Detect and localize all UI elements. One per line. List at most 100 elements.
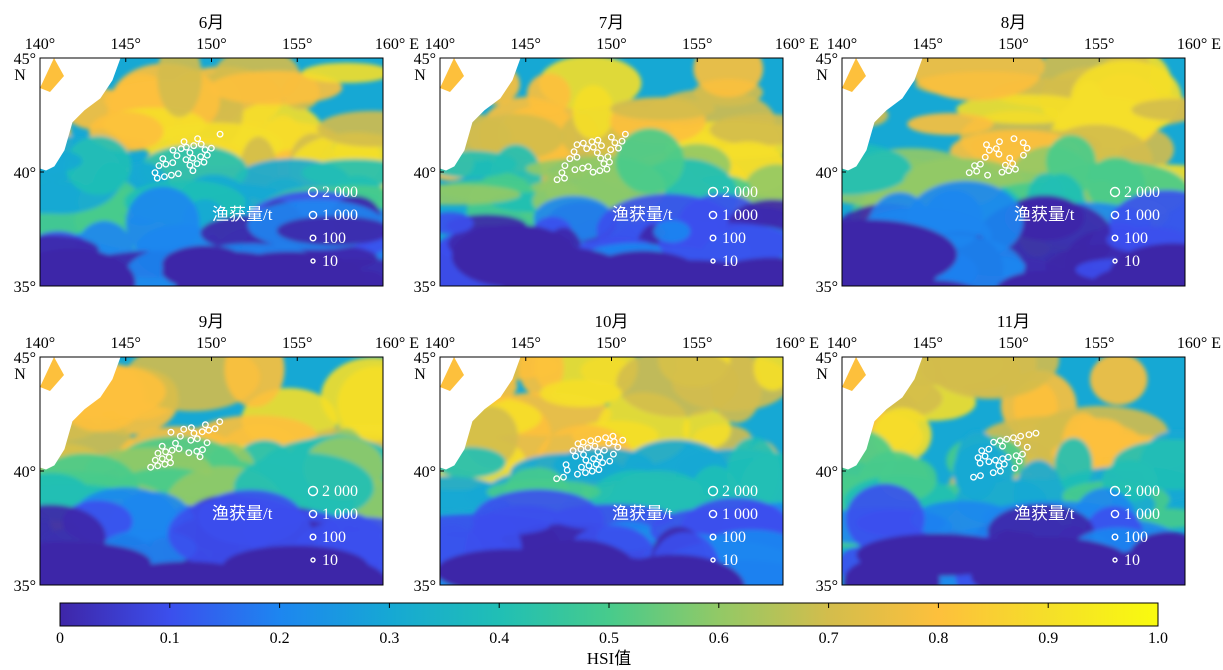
lat-tick-label: 40° <box>414 165 436 182</box>
catch-marker <box>167 171 175 179</box>
catch-marker <box>584 163 592 171</box>
legend-symbol <box>1112 258 1118 264</box>
catch-marker <box>1023 144 1031 152</box>
catch-marker <box>602 434 610 442</box>
colorbar-tick-label: 0.7 <box>819 630 839 647</box>
catch-marker <box>211 425 219 433</box>
catch-marker <box>594 136 602 144</box>
catch-marker <box>611 139 619 147</box>
catch-marker <box>581 469 589 477</box>
catch-marker <box>563 466 571 474</box>
catch-marker <box>985 458 993 466</box>
catch-marker <box>175 445 183 453</box>
catch-marker <box>578 463 585 471</box>
catch-marker <box>1017 432 1025 440</box>
catch-marker <box>154 462 162 470</box>
panel-title: 6月 <box>199 13 225 32</box>
colorbar-tick-label: 0.1 <box>160 630 180 647</box>
coastal-shelf <box>842 58 866 92</box>
catch-marker <box>167 459 174 467</box>
catch-marker <box>180 425 188 433</box>
catch-marker <box>1010 135 1018 143</box>
legend-symbol <box>1109 186 1121 198</box>
colorbar-tick-label: 0.4 <box>489 630 509 647</box>
legend-item-label: 100 <box>322 230 346 247</box>
catch-marker <box>593 149 601 157</box>
catch-marker <box>182 156 190 164</box>
catch-marker <box>614 443 622 451</box>
legend-item-label: 1 000 <box>1124 506 1160 523</box>
catch-marker <box>201 146 209 154</box>
catch-marker <box>187 424 195 432</box>
catch-marker <box>570 148 578 156</box>
lon-tick-label: 155° <box>1084 36 1114 53</box>
catch-marker <box>577 445 585 453</box>
map-panel: 10月 140° 145° 150° 155° 160° E 45° 40° 35° N 渔获量/t… <box>414 312 819 595</box>
catch-marker <box>976 472 984 480</box>
catch-marker <box>592 460 600 468</box>
lon-tick-label: 160° E <box>375 335 419 352</box>
catch-marker <box>1020 151 1027 159</box>
legend-item-label: 10 <box>1124 253 1140 270</box>
legend-symbol <box>310 557 316 563</box>
lon-tick-label: 150° <box>196 36 226 53</box>
catch-marker <box>196 453 204 461</box>
catch-marker <box>1023 443 1031 451</box>
catch-marker <box>169 159 177 167</box>
catch-marker <box>180 138 188 146</box>
legend-item-label: 2 000 <box>722 184 758 201</box>
catch-marker <box>981 452 989 460</box>
legend-item-label: 2 000 <box>322 184 358 201</box>
catch-marker <box>154 449 162 457</box>
catch-marker <box>573 141 581 149</box>
catch-marker <box>1009 434 1017 442</box>
catch-markers <box>965 135 1031 179</box>
catch-marker <box>162 448 170 456</box>
lon-tick-label: 155° <box>682 335 712 352</box>
catch-marker <box>973 167 981 175</box>
catch-markers <box>553 432 627 483</box>
legend-symbol <box>310 258 316 264</box>
catch-marker <box>1009 160 1017 168</box>
catch-marker <box>1001 161 1009 169</box>
legend-symbol <box>710 557 716 563</box>
coastal-shelf <box>440 357 464 391</box>
hsi-field <box>842 357 1185 585</box>
lon-tick-label: 140° <box>827 36 857 53</box>
catch-marker <box>589 168 597 176</box>
lon-tick-label: 155° <box>1084 335 1114 352</box>
catch-marker <box>621 130 629 138</box>
legend-item-label: 1 000 <box>722 207 758 224</box>
legend-symbol <box>307 485 319 497</box>
legend-symbol <box>710 258 716 264</box>
catch-marker <box>197 153 205 161</box>
catch-marker <box>174 170 182 178</box>
catch-marker <box>153 174 161 182</box>
legend-title: 渔获量/t <box>612 504 673 523</box>
catch-marker <box>984 171 992 179</box>
catch-marker <box>981 153 989 161</box>
lon-tick-label: 155° <box>282 335 312 352</box>
legend-symbol <box>308 210 318 220</box>
catch-marker <box>998 168 1006 176</box>
catch-marker <box>607 133 615 141</box>
catch-marker <box>610 438 618 446</box>
hsi-field <box>842 58 1185 286</box>
legend-symbol <box>309 533 317 541</box>
catch-marker <box>614 144 622 152</box>
catch-marker <box>190 142 198 150</box>
catch-marker <box>571 166 579 174</box>
catch-legend: 渔获量/t 2 000 1 000 100 10 <box>612 184 758 270</box>
lat-tick-label: 40° <box>414 464 436 481</box>
lon-tick-label: 145° <box>511 335 541 352</box>
land-mass <box>842 357 923 470</box>
colorbar-tick-label: 0.8 <box>928 630 948 647</box>
map-panel: 9月 140° 145° 150° 155° 160° E 45° 40° 35° N 渔获量/t 2… <box>14 312 419 595</box>
lat-tick-label: 45° <box>414 350 436 367</box>
legend-item-label: 10 <box>722 253 738 270</box>
catch-marker <box>160 173 168 181</box>
lat-tick-label: 45° <box>14 350 36 367</box>
legend-symbol <box>707 485 719 497</box>
lat-tick-label: 35° <box>14 279 36 296</box>
catch-marker <box>162 160 170 168</box>
